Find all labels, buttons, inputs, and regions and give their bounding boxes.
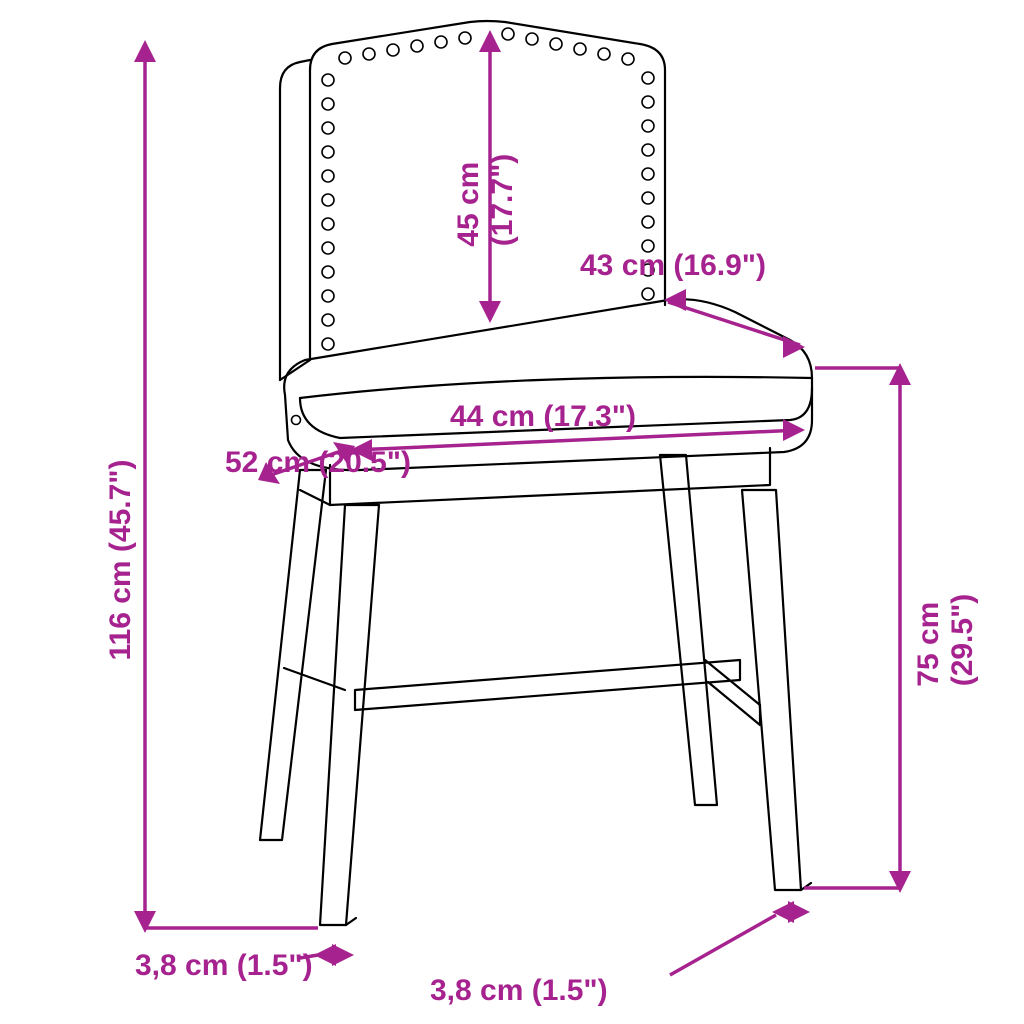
dim-seat-width: 44 cm (17.3") [450,400,636,433]
dim-back-height: 45 cm (17.7") [452,153,519,246]
dim-seat-depth: 52 cm (20.5") [225,446,411,479]
dim-leg-left: 3,8 cm (1.5") [135,949,313,982]
dim-total-height: 116 cm (45.7") [104,459,137,660]
dim-seat-top-width: 43 cm (16.9") [580,249,766,282]
dimension-diagram: 116 cm (45.7") 75 cm (29.5") 45 cm (17.7")… [0,0,1024,1024]
dim-leg-right: 3,8 cm (1.5") [430,974,608,1007]
dim-seat-height: 75 cm (29.5") [912,593,979,686]
